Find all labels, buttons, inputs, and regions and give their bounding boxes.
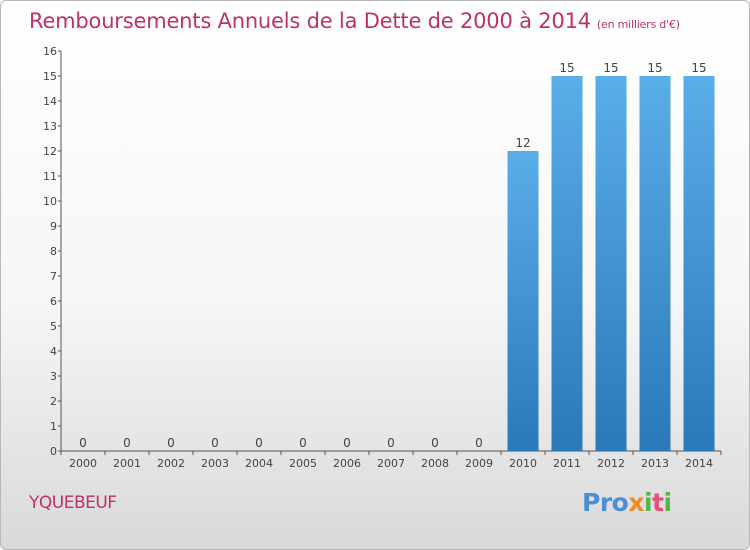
- y-tick-label: 2: [50, 395, 57, 408]
- data-label: 15: [691, 61, 706, 75]
- x-tick-label: 2012: [597, 457, 625, 470]
- commune-name: YQUEBEUF: [29, 493, 117, 513]
- data-label: 0: [211, 436, 219, 450]
- x-tick-label: 2006: [333, 457, 361, 470]
- x-tick-label: 2013: [641, 457, 669, 470]
- x-tick-label: 2011: [553, 457, 581, 470]
- bar: [507, 151, 539, 451]
- data-label: 0: [79, 436, 87, 450]
- chart-unit: (en milliers d'€): [596, 18, 680, 31]
- y-tick-label: 1: [50, 420, 57, 433]
- data-label: 0: [431, 436, 439, 450]
- data-label: 15: [647, 61, 662, 75]
- x-tick-label: 2008: [421, 457, 449, 470]
- y-tick-label: 16: [43, 45, 57, 58]
- bar: [551, 76, 583, 451]
- x-tick-label: 2004: [245, 457, 273, 470]
- proxiti-logo: Proxiti: [582, 488, 672, 517]
- x-tick-label: 2014: [685, 457, 713, 470]
- x-tick-label: 2009: [465, 457, 493, 470]
- x-tick-label: 2000: [69, 457, 97, 470]
- y-tick-label: 15: [43, 70, 57, 83]
- x-tick-label: 2010: [509, 457, 537, 470]
- data-label: 0: [343, 436, 351, 450]
- chart-title: Remboursements Annuels de la Dette de 20…: [29, 9, 680, 33]
- data-label: 0: [475, 436, 483, 450]
- y-tick-label: 5: [50, 320, 57, 333]
- y-tick-label: 6: [50, 295, 57, 308]
- chart-labels: 0 0 0 0 0 0 0 0 0 0 12 15 15 15 15: [79, 61, 706, 450]
- y-tick-label: 0: [50, 445, 57, 458]
- y-tick-label: 4: [50, 345, 57, 358]
- data-label: 0: [123, 436, 131, 450]
- x-tick-label: 2002: [157, 457, 185, 470]
- y-tick-label: 3: [50, 370, 57, 383]
- bar: [595, 76, 627, 451]
- y-tick-label: 11: [43, 170, 57, 183]
- data-label: 0: [255, 436, 263, 450]
- data-label: 0: [167, 436, 175, 450]
- y-tick-label: 9: [50, 220, 57, 233]
- x-tick-label: 2007: [377, 457, 405, 470]
- y-tick-label: 8: [50, 245, 57, 258]
- data-label: 15: [559, 61, 574, 75]
- x-tick-label: 2003: [201, 457, 229, 470]
- y-tick-label: 10: [43, 195, 57, 208]
- data-label: 0: [387, 436, 395, 450]
- x-tick-label: 2005: [289, 457, 317, 470]
- chart-title-text: Remboursements Annuels de la Dette de 20…: [29, 9, 591, 33]
- y-tick-label: 14: [43, 95, 57, 108]
- y-tick-label: 13: [43, 120, 57, 133]
- bar: [639, 76, 671, 451]
- data-label: 15: [603, 61, 618, 75]
- data-label: 12: [515, 136, 530, 150]
- x-tick-label: 2001: [113, 457, 141, 470]
- y-tick-label: 7: [50, 270, 57, 283]
- data-label: 0: [299, 436, 307, 450]
- bar: [683, 76, 715, 451]
- y-tick-label: 12: [43, 145, 57, 158]
- chart-bars: [507, 76, 715, 451]
